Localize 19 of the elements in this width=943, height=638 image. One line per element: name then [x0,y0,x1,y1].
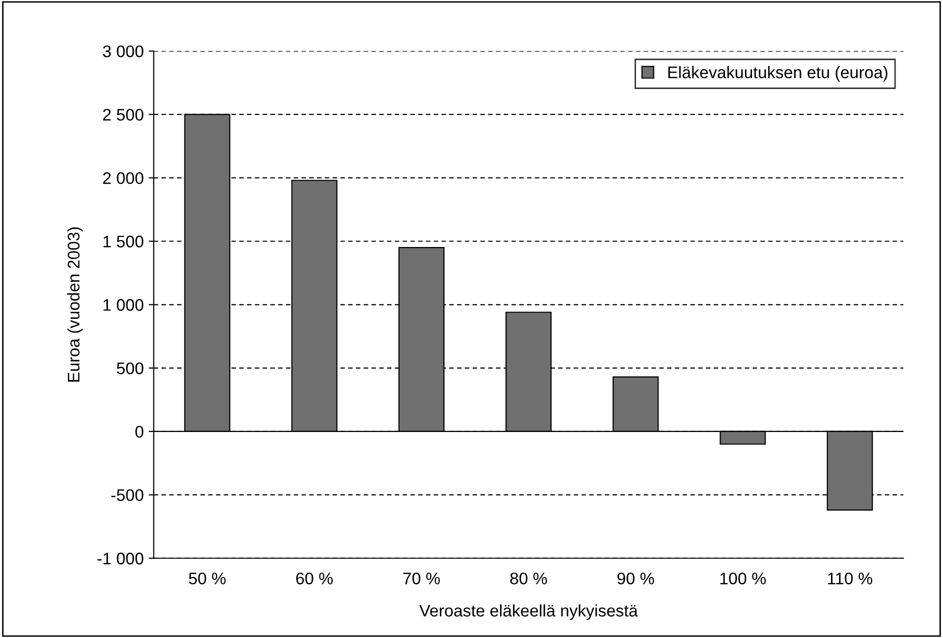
y-tick-label: 0 [135,426,144,438]
legend-label: Eläkevakuutuksen etu (euroa) [668,66,888,82]
y-tick-label: 3 000 [102,45,144,58]
y-tick-label: 1 500 [104,236,144,248]
y-tick-label: 2 000 [103,172,144,184]
x-axis-title: Veroaste eläkeellä nykyisestä [419,604,638,620]
x-tick-label: 110 % [828,572,872,584]
y-tick-label: 500 [116,362,144,374]
y-axis-title: Euroa (vuoden 2003) [67,227,83,382]
y-tick-label: -1 000 [97,552,144,564]
x-tick-label: 90 % [617,572,654,584]
x-tick-label: 50 % [188,572,226,584]
x-tick-label: 70 % [403,572,440,584]
y-tick-label: 1 000 [104,299,144,311]
x-tick-label: 60 % [296,572,333,584]
x-tick-label: 80 % [510,572,547,584]
x-tick-label: 100 % [720,572,766,584]
y-tick-label: -500 [111,489,144,502]
y-tick-label: 2 500 [103,108,144,121]
